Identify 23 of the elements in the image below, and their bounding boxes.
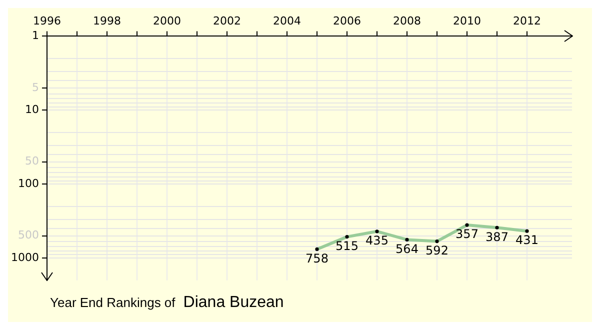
x-tick-label: 2002	[212, 14, 241, 28]
x-tick-label: 2008	[393, 14, 421, 28]
x-tick-label: 2004	[272, 14, 301, 28]
y-tick-label: 1000	[10, 250, 39, 264]
data-label: 515	[336, 238, 358, 253]
y-tick-label: 10	[24, 103, 39, 116]
x-tick-label: 2010	[453, 14, 481, 28]
text: Year End Rankings of	[50, 295, 176, 310]
data-label: 564	[396, 242, 418, 256]
y-tick-label: 100	[18, 177, 39, 190]
data-label: 435	[366, 234, 388, 248]
data-label: 431	[516, 233, 538, 248]
x-tick-label: 1996	[32, 14, 61, 28]
y-tick-label: 1	[32, 29, 39, 42]
x-tick-label: 2000	[152, 14, 181, 28]
data-label: 357	[456, 227, 478, 242]
text: Diana Buzean	[183, 294, 284, 311]
x-tick-label: 2012	[513, 14, 541, 28]
data-label: 592	[426, 243, 448, 258]
data-label: 758	[306, 251, 328, 266]
x-tick-label: 1998	[92, 14, 121, 28]
data-label: 387	[486, 230, 508, 244]
x-tick-label: 2006	[332, 14, 361, 28]
